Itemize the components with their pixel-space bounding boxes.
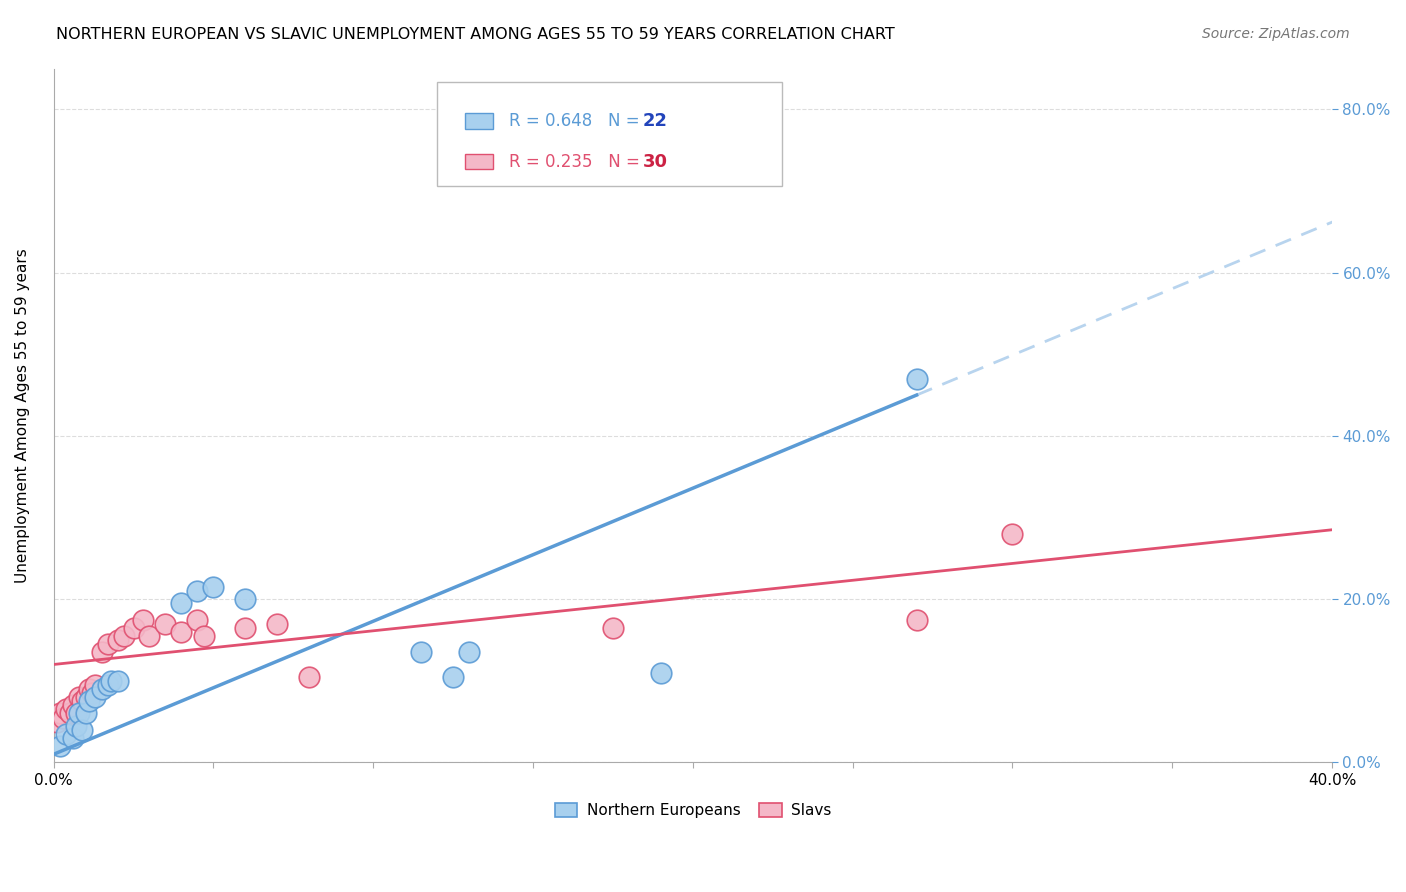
Point xyxy=(45,714,67,729)
Point xyxy=(441,670,464,684)
Point xyxy=(97,637,120,651)
Point xyxy=(170,596,193,610)
Point xyxy=(49,706,72,721)
Point xyxy=(298,670,321,684)
Point xyxy=(97,678,120,692)
Point xyxy=(100,673,122,688)
Point xyxy=(67,690,90,705)
Point xyxy=(132,613,155,627)
Point xyxy=(75,690,97,705)
Point xyxy=(72,694,94,708)
Point xyxy=(77,681,100,696)
Point xyxy=(1001,526,1024,541)
Point xyxy=(112,629,135,643)
Point xyxy=(202,580,225,594)
Point xyxy=(75,706,97,721)
Point xyxy=(458,645,481,659)
Point xyxy=(84,678,107,692)
Point xyxy=(650,665,672,680)
Point xyxy=(80,686,103,700)
Point xyxy=(411,645,433,659)
Point xyxy=(62,731,84,745)
Text: 30: 30 xyxy=(643,153,668,170)
Point xyxy=(170,624,193,639)
Point xyxy=(62,698,84,713)
Point xyxy=(905,613,928,627)
Point xyxy=(266,616,288,631)
Point xyxy=(905,372,928,386)
Text: NORTHERN EUROPEAN VS SLAVIC UNEMPLOYMENT AMONG AGES 55 TO 59 YEARS CORRELATION C: NORTHERN EUROPEAN VS SLAVIC UNEMPLOYMENT… xyxy=(56,27,896,42)
Text: R = 0.648   N =: R = 0.648 N = xyxy=(509,112,644,130)
FancyBboxPatch shape xyxy=(437,82,782,186)
Point xyxy=(90,645,112,659)
Point xyxy=(77,694,100,708)
Point xyxy=(65,706,87,721)
Point xyxy=(235,621,257,635)
Legend: Northern Europeans, Slavs: Northern Europeans, Slavs xyxy=(548,797,837,824)
Point xyxy=(186,584,208,599)
Point xyxy=(235,592,257,607)
Point xyxy=(122,621,145,635)
Point xyxy=(107,673,129,688)
Point xyxy=(58,706,80,721)
Text: 22: 22 xyxy=(643,112,668,130)
Y-axis label: Unemployment Among Ages 55 to 59 years: Unemployment Among Ages 55 to 59 years xyxy=(15,248,30,582)
Point xyxy=(186,613,208,627)
Point xyxy=(49,739,72,753)
Point xyxy=(155,616,177,631)
Point xyxy=(55,702,77,716)
Point xyxy=(55,727,77,741)
Text: Source: ZipAtlas.com: Source: ZipAtlas.com xyxy=(1202,27,1350,41)
Bar xyxy=(465,113,494,128)
Point xyxy=(72,723,94,737)
Bar xyxy=(465,154,494,169)
Point xyxy=(84,690,107,705)
Point xyxy=(138,629,160,643)
Text: R = 0.235   N =: R = 0.235 N = xyxy=(509,153,645,170)
Point xyxy=(90,681,112,696)
Point xyxy=(52,710,75,724)
Point xyxy=(67,706,90,721)
Point xyxy=(107,632,129,647)
Point xyxy=(193,629,215,643)
Point xyxy=(65,719,87,733)
Point xyxy=(602,621,624,635)
